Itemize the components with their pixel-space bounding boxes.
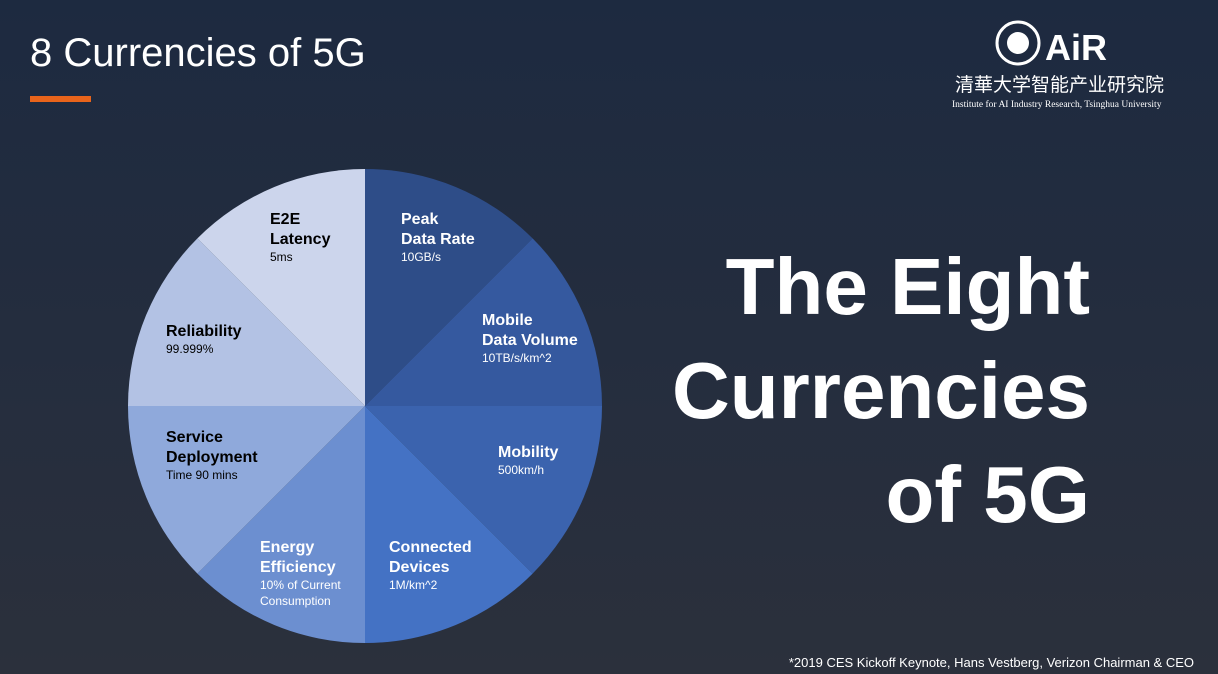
segment-label: Energy	[260, 539, 314, 556]
segment	[197, 169, 365, 406]
logo-chinese: 清華大学智能产业研究院	[955, 74, 1164, 96]
segment-label: Devices	[389, 559, 450, 576]
segment-detail: 5ms	[270, 250, 293, 264]
segment	[127, 406, 365, 574]
segment	[365, 406, 533, 643]
footnote: *2019 CES Kickoff Keynote, Hans Vestberg…	[789, 655, 1194, 670]
segment-detail: 500km/h	[498, 463, 544, 477]
logo-seal-inner	[1007, 32, 1029, 54]
segment-label: Mobility	[498, 444, 559, 461]
segment-detail: Consumption	[260, 594, 331, 608]
segment-detail: 10% of Current	[260, 578, 341, 592]
segment-detail: 1M/km^2	[389, 578, 438, 592]
segment-label: Data Rate	[401, 231, 475, 248]
segment-label: Mobile	[482, 312, 533, 329]
headline-line: Currencies	[672, 346, 1090, 435]
segment-label: Efficiency	[260, 559, 336, 576]
segment-label: Data Volume	[482, 332, 578, 349]
segment-label: E2E	[270, 211, 301, 228]
segment-label: Connected	[389, 539, 472, 556]
pie	[127, 169, 602, 644]
segment-detail: Time 90 mins	[166, 468, 238, 482]
segment-label: Service	[166, 429, 223, 446]
segment-label: Peak	[401, 211, 438, 228]
title-underline	[30, 96, 91, 102]
segment-detail: 10GB/s	[401, 250, 441, 264]
segment	[365, 238, 602, 406]
logo-english: Institute for AI Industry Research, Tsin…	[952, 99, 1162, 110]
segment-detail: 10TB/s/km^2	[482, 351, 552, 365]
segment-label: Deployment	[166, 449, 258, 466]
headline-line: The Eight	[726, 242, 1090, 331]
logo: AiR 清華大学智能产业研究院 Institute for AI Industr…	[952, 20, 1164, 110]
headline-line: of 5G	[886, 450, 1090, 539]
logo-name: AiR	[1045, 27, 1107, 68]
segment	[197, 406, 365, 644]
segment-label: Reliability	[166, 323, 242, 340]
segment	[365, 406, 602, 574]
slide-title: 8 Currencies of 5G	[30, 31, 366, 75]
segment-detail: 99.999%	[166, 342, 214, 356]
logo-seal	[995, 20, 1041, 66]
segment	[365, 169, 533, 406]
segment	[127, 238, 365, 406]
headline: The Eight Currencies of 5G	[672, 242, 1090, 539]
segment-label: Latency	[270, 231, 331, 248]
